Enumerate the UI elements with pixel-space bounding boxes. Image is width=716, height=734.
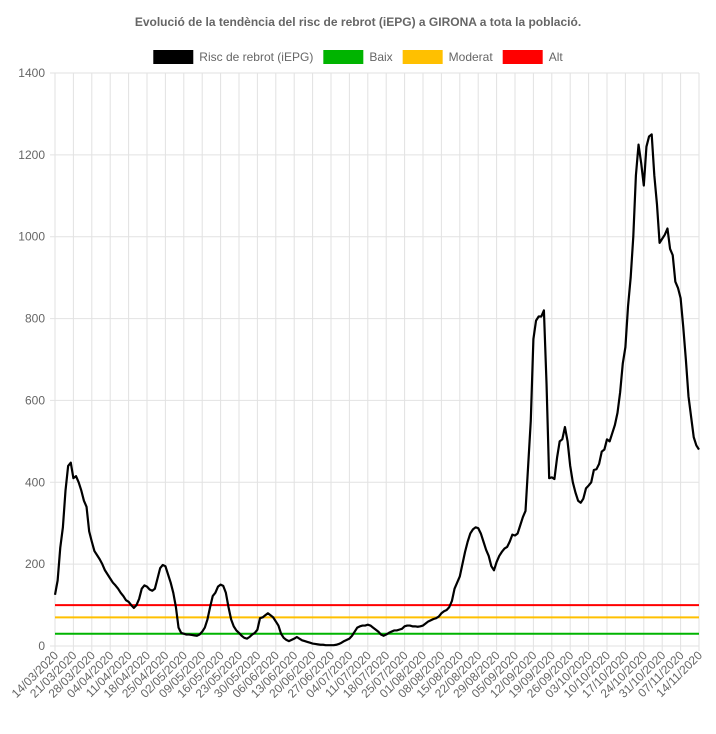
y-tick-label: 1200 [18, 148, 45, 162]
y-tick-label: 600 [25, 393, 45, 407]
y-tick-label: 1000 [18, 230, 45, 244]
legend-label: Risc de rebrot (iEPG) [199, 50, 313, 64]
y-tick-label: 200 [25, 557, 45, 571]
y-tick-label: 1400 [18, 66, 45, 80]
legend-swatch [153, 50, 194, 64]
y-tick-label: 800 [25, 312, 45, 326]
legend: Risc de rebrot (iEPG) Baix Moderat Alt [153, 50, 563, 64]
legend-label: Moderat [449, 50, 494, 64]
data-line [53, 133, 700, 647]
legend-swatch [402, 50, 443, 64]
y-tick-label: 400 [25, 475, 45, 489]
y-tick-label: 0 [38, 639, 45, 653]
legend-swatch [502, 50, 543, 64]
legend-swatch [323, 50, 364, 64]
legend-label: Alt [549, 50, 564, 64]
legend-label: Baix [369, 50, 392, 64]
chart-title: Evolució de la tendència del risc de reb… [135, 15, 581, 29]
